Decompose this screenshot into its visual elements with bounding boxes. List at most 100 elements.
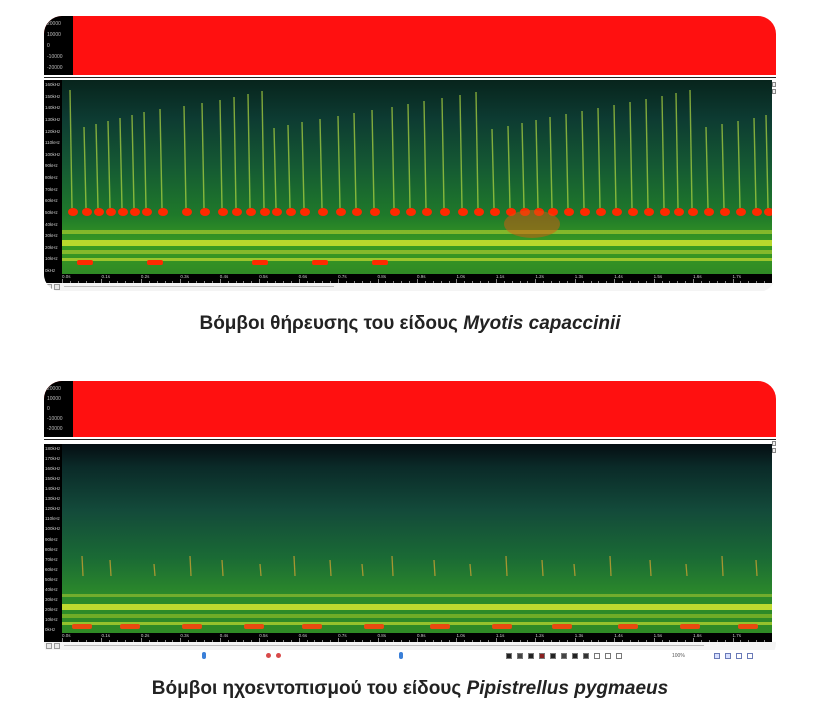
low-frequency-burst <box>120 624 140 629</box>
view-toggle-icon[interactable] <box>747 653 753 659</box>
call-peak <box>246 208 256 216</box>
species-name: Pipistrellus pygmaeus <box>466 678 669 699</box>
echolocation-call <box>247 93 251 209</box>
echolocation-call <box>475 91 479 209</box>
toolbar-button-icon[interactable] <box>517 653 523 659</box>
scroll-track[interactable] <box>64 286 334 287</box>
low-frequency-burst <box>302 624 322 629</box>
echolocation-call <box>535 119 539 209</box>
record-marker-icon[interactable] <box>276 653 281 658</box>
spectrogram-view[interactable]: 160kHz 150kHz 140kHz 130kHz 120kHz 110kHz 100k… <box>44 80 772 283</box>
time-tick <box>488 281 489 283</box>
call-peak <box>580 208 590 216</box>
time-tick <box>117 281 119 283</box>
toolbar-button-icon[interactable] <box>594 653 600 659</box>
toolbar: 100% <box>44 650 776 661</box>
view-toggle-icon[interactable] <box>725 653 731 659</box>
time-tick <box>62 638 63 642</box>
echolocation-call <box>629 101 633 209</box>
waveform-view[interactable]: 20000 10000 0 -10000 -20000 <box>44 16 776 75</box>
call-peak <box>688 208 698 216</box>
scroll-right-icon[interactable] <box>54 643 60 649</box>
marker-icon[interactable] <box>202 652 206 659</box>
noise-band <box>62 240 772 246</box>
frequency-tick-label: 60kHz <box>45 198 58 204</box>
time-tick <box>69 640 71 642</box>
toolbar-button-icon[interactable] <box>605 653 611 659</box>
echolocation-call <box>541 559 544 577</box>
zoom-in-icon[interactable] <box>772 82 776 87</box>
time-tick <box>503 281 505 283</box>
call-peak <box>390 208 400 216</box>
time-tick <box>440 281 442 283</box>
time-tick <box>645 281 647 283</box>
call-peak <box>660 208 670 216</box>
time-tick <box>164 640 166 642</box>
time-tick <box>369 281 371 283</box>
scroll-track[interactable] <box>64 645 704 646</box>
frequency-tick-label: 0kHz <box>45 268 56 273</box>
time-tick <box>164 281 166 283</box>
echolocation-call <box>69 89 73 209</box>
time-tick <box>653 279 655 283</box>
zoom-out-icon[interactable] <box>772 448 776 453</box>
frequency-tick-label: 0kHz <box>45 627 56 632</box>
time-tick <box>290 640 292 642</box>
toolbar-button-icon[interactable] <box>539 653 545 659</box>
scroll-left-icon[interactable] <box>46 284 52 290</box>
toolbar-button-icon[interactable] <box>616 653 622 659</box>
view-toggle-icon[interactable] <box>714 653 720 659</box>
time-tick <box>630 640 631 642</box>
toolbar-button-icon[interactable] <box>561 653 567 659</box>
zoom-in-icon[interactable] <box>772 441 776 446</box>
time-tick <box>180 279 182 283</box>
time-tick <box>748 281 750 283</box>
time-tick <box>756 281 758 283</box>
call-peak <box>82 208 92 216</box>
marker-icon[interactable] <box>399 652 403 659</box>
frequency-tick-label: 80kHz <box>45 546 58 552</box>
time-tick <box>204 281 205 283</box>
frequency-tick-label: 50kHz <box>45 209 58 215</box>
call-peak <box>158 208 168 216</box>
zoom-out-icon[interactable] <box>772 89 776 94</box>
time-tick <box>440 640 442 642</box>
time-tick <box>235 281 237 283</box>
view-toggle-icon[interactable] <box>736 653 742 659</box>
time-tick <box>724 640 726 642</box>
spectrogram-window-pipistrellus: 20000 10000 0 -10000 -20000 180kHz 170kHz… <box>44 381 776 661</box>
pane-divider[interactable] <box>44 439 776 440</box>
toolbar-button-icon[interactable] <box>583 653 589 659</box>
echolocation-call <box>675 92 679 209</box>
amp-label: 20000 <box>47 386 61 392</box>
echolocation-call <box>613 104 617 209</box>
horizontal-scrollbar[interactable] <box>44 283 776 291</box>
scroll-right-icon[interactable] <box>54 284 60 290</box>
call-peak <box>94 208 104 216</box>
time-tick <box>677 640 679 642</box>
time-tick <box>282 640 284 642</box>
toolbar-button-icon[interactable] <box>572 653 578 659</box>
toolbar-button-icon[interactable] <box>506 653 512 659</box>
time-tick <box>527 281 529 283</box>
toolbar-button-icon[interactable] <box>550 653 556 659</box>
time-tick <box>385 281 387 283</box>
echolocation-call <box>153 563 156 577</box>
time-tick-label: 0.9s <box>417 633 426 638</box>
call-peak <box>596 208 606 216</box>
time-tick <box>188 281 190 283</box>
horizontal-scrollbar[interactable] <box>44 642 776 650</box>
call-peak <box>704 208 714 216</box>
time-tick-label: 1.5s <box>653 633 663 638</box>
call-peak <box>68 208 78 216</box>
low-frequency-burst <box>364 624 384 629</box>
toolbar-button-icon[interactable] <box>528 653 534 659</box>
pane-divider[interactable] <box>44 77 776 78</box>
call-peak <box>106 208 116 216</box>
waveform-view[interactable]: 20000 10000 0 -10000 -20000 <box>44 381 776 437</box>
time-tick <box>314 281 316 283</box>
record-marker-icon[interactable] <box>266 653 271 658</box>
call-peak <box>200 208 210 216</box>
spectrogram-view[interactable]: 180kHz 170kHz 160kHz 150kHz 140kHz 130kHz 120k… <box>44 444 772 642</box>
scroll-left-icon[interactable] <box>46 643 52 649</box>
